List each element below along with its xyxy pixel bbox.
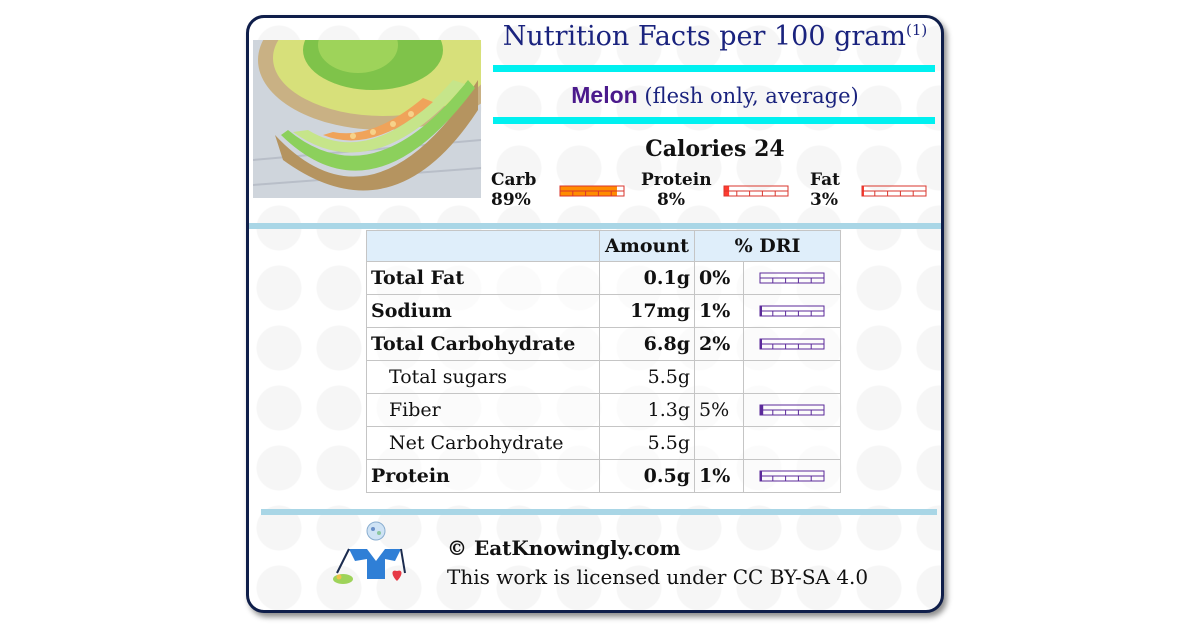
nutrient-dri-percent (694, 360, 744, 394)
nutrient-dri-percent: 1% (694, 294, 744, 328)
macro-fat: Fat 3% (810, 170, 840, 210)
header-divider (249, 223, 941, 229)
table-row: Total sugars 5.5g (366, 360, 841, 394)
nutrient-dri-percent: 2% (694, 327, 744, 361)
table-row: Total Fat 0.1g 0% (366, 261, 841, 295)
nutrient-dri-percent: 1% (694, 459, 744, 493)
nutrient-dri-bar-cell (743, 327, 841, 361)
nutrient-amount: 6.8g (599, 327, 695, 361)
title-divider (493, 65, 935, 72)
table-row: Net Carbohydrate 5.5g (366, 426, 841, 460)
macro-carb-percent: 89% (491, 190, 531, 210)
nutrient-dri-bar-cell (743, 393, 841, 427)
table-row: Protein 0.5g 1% (366, 459, 841, 493)
food-heading: Melon (flesh only, average) (495, 82, 935, 109)
macro-protein-bar (723, 185, 789, 197)
nutrient-dri-bar-cell (743, 459, 841, 493)
nutrient-amount: 5.5g (599, 360, 695, 394)
nutrient-dri-percent: 0% (694, 261, 744, 295)
nutrient-name: Sodium (366, 294, 600, 328)
nutrition-card: Nutrition Facts per 100 gram(1) Melon (f… (246, 15, 944, 613)
macro-carb: Carb 89% (491, 170, 536, 210)
nutrient-dri-bar (759, 470, 825, 482)
nutrient-amount: 0.5g (599, 459, 695, 493)
nutrient-name: Total Fat (366, 261, 600, 295)
nutrient-amount: 1.3g (599, 393, 695, 427)
nutrition-table: Amount % DRI Total Fat 0.1g 0% Sodium 17mg 1%… (366, 230, 841, 493)
nutrient-name: Net Carbohydrate (366, 426, 600, 460)
food-qualifier: (flesh only, average) (644, 84, 859, 108)
macro-protein-percent: 8% (657, 190, 685, 210)
food-divider (493, 117, 935, 124)
melon-photo (253, 40, 481, 198)
footer-divider (261, 509, 937, 515)
header-nutrient (366, 230, 600, 262)
nutrient-name: Protein (366, 459, 600, 493)
table-row: Fiber 1.3g 5% (366, 393, 841, 427)
nutrient-name: Fiber (366, 393, 600, 427)
nutrient-dri-bar (759, 338, 825, 350)
copyright-text: © EatKnowingly.com (447, 536, 681, 560)
header-amount: Amount (599, 230, 695, 262)
nutrient-dri-bar (759, 305, 825, 317)
nutrient-dri-percent: 5% (694, 393, 744, 427)
eatknowingly-logo-icon (333, 521, 406, 584)
macro-fat-label: Fat (810, 170, 841, 190)
nutrient-dri-bar-cell (743, 261, 841, 295)
macro-carb-label: Carb (491, 170, 537, 190)
macro-carb-bar (559, 185, 625, 197)
nutrient-name: Total sugars (366, 360, 600, 394)
page-title: Nutrition Facts per 100 gram(1) (502, 21, 928, 52)
table-header-row: Amount % DRI (366, 230, 841, 262)
macro-protein: Protein 8% (641, 170, 712, 210)
macro-protein-label: Protein (641, 170, 712, 190)
macro-fat-bar (861, 185, 927, 197)
food-name: Melon (571, 82, 638, 108)
calories-label: Calories 24 (645, 136, 785, 162)
nutrient-dri-bar-cell (743, 294, 841, 328)
nutrient-dri-percent (694, 426, 744, 460)
header-dri: % DRI (694, 230, 841, 262)
macro-fat-percent: 3% (810, 190, 838, 210)
nutrient-amount: 0.1g (599, 261, 695, 295)
nutrient-dri-bar-cell (743, 360, 841, 394)
nutrient-dri-bar (759, 272, 825, 284)
table-row: Sodium 17mg 1% (366, 294, 841, 328)
nutrient-amount: 5.5g (599, 426, 695, 460)
table-row: Total Carbohydrate 6.8g 2% (366, 327, 841, 361)
nutrient-name: Total Carbohydrate (366, 327, 600, 361)
nutrient-amount: 17mg (599, 294, 695, 328)
nutrient-dri-bar-cell (743, 426, 841, 460)
license-text: This work is licensed under CC BY-SA 4.0 (447, 565, 869, 589)
nutrient-dri-bar (759, 404, 825, 416)
